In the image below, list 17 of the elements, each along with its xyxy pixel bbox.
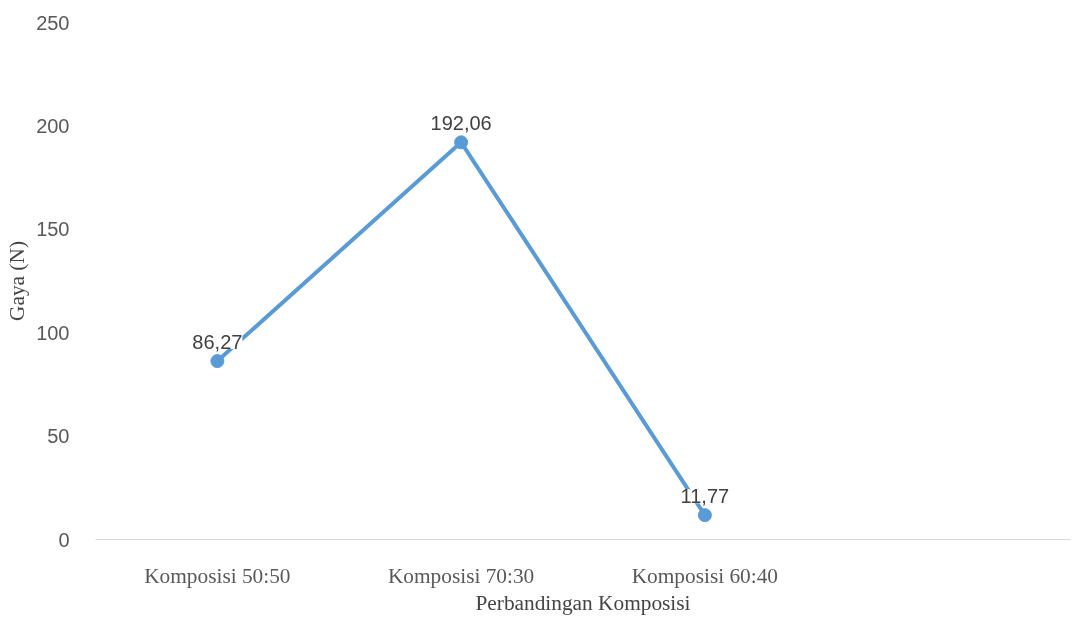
y-tick-label: 150 [36,218,70,241]
point [697,508,712,523]
point [454,135,469,150]
y-tick-label: 250 [36,11,70,34]
y-tick-label: 50 [47,425,70,448]
x-tick-label: Komposisi 60:40 [631,563,779,588]
data-label: 192,06 [430,112,492,135]
x-tick-label: Komposisi 50:50 [144,563,291,588]
y-tick-label: 0 [58,528,70,551]
point [210,354,225,369]
data-label: 86,27 [192,331,243,354]
y-tick-label: 200 [36,114,70,137]
data-label: 11,77 [680,485,730,508]
y-axis-title: Gaya (N) [5,241,30,321]
y-tick-label: 100 [36,321,70,344]
x-axis-title: Perbandingan Komposisi [475,590,691,615]
x-tick-label: Komposisi 70:30 [387,563,535,588]
